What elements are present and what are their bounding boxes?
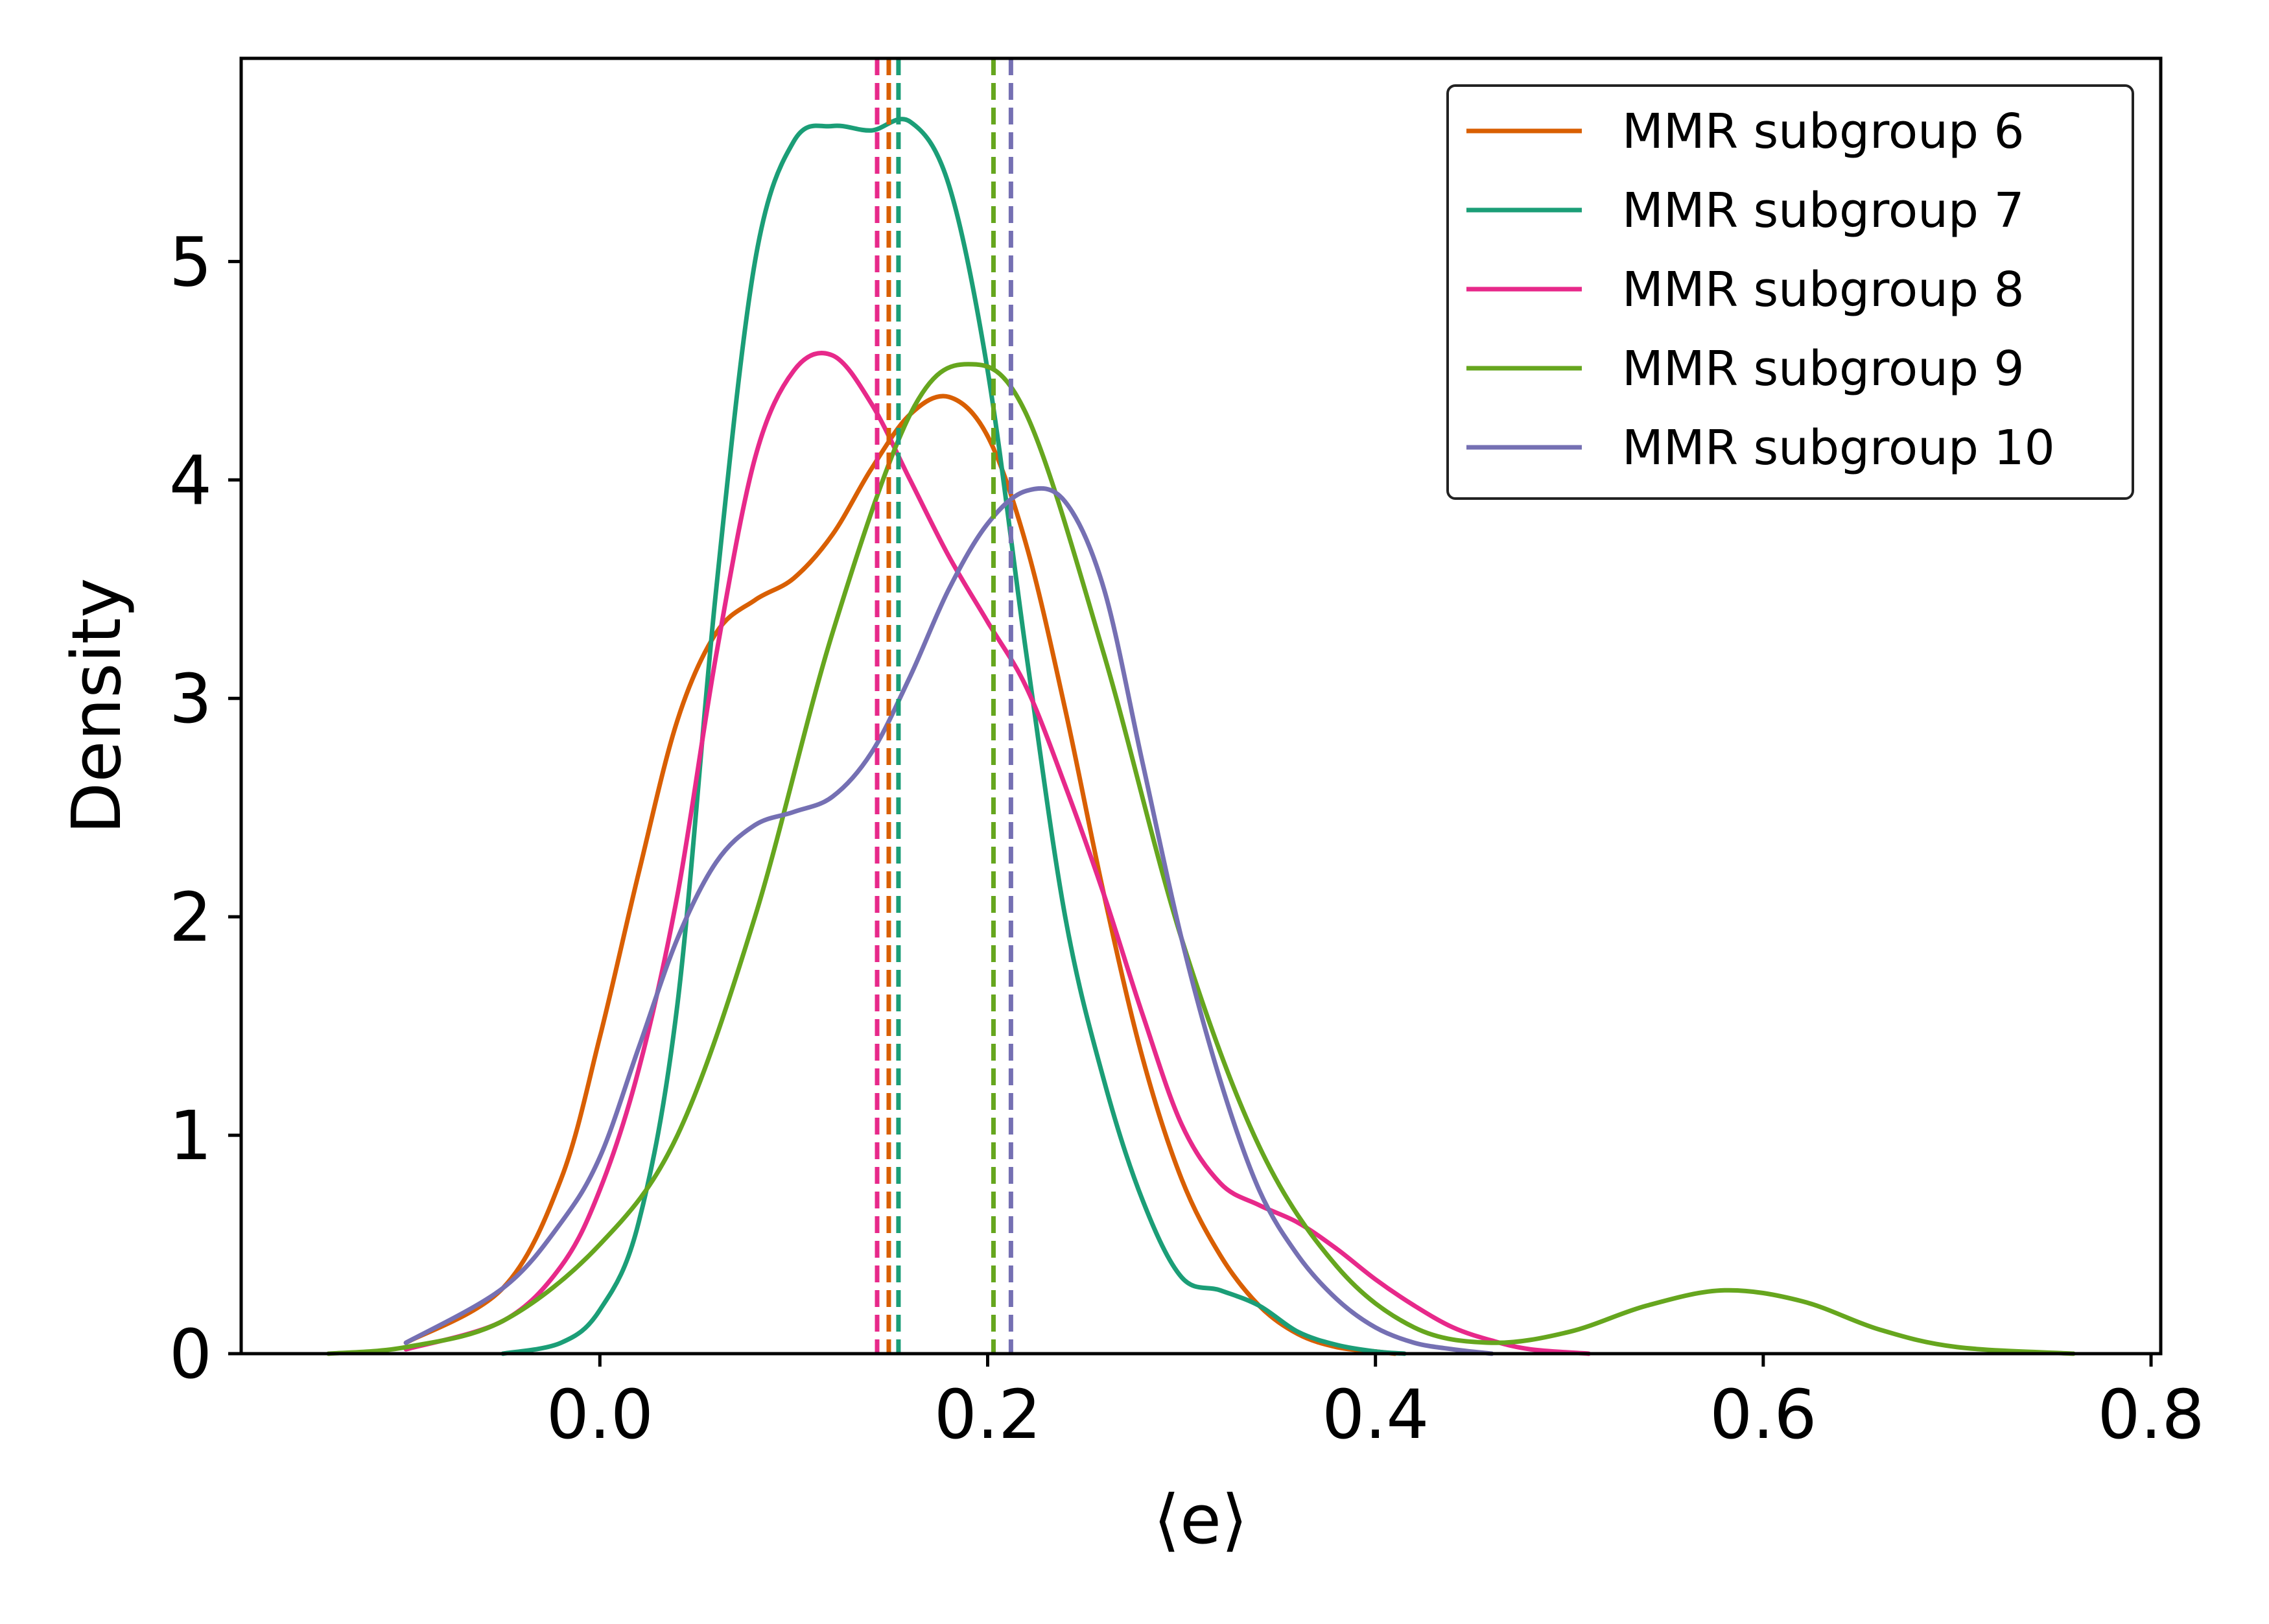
y-tick-label: 0 (169, 1315, 212, 1394)
mean-lines-layer (875, 58, 1013, 1354)
density-curve-mmr-subgroup-9 (326, 362, 2076, 1356)
axes-frame (239, 56, 2163, 1356)
legend-label-mmr-subgroup-7: MMR subgroup 7 (1622, 183, 2025, 239)
plot-area (239, 56, 2163, 1356)
x-tick-label: 0.8 (2097, 1375, 2204, 1454)
y-tick-label: 2 (169, 878, 212, 957)
y-axis-label: Density (57, 578, 136, 834)
legend-label-mmr-subgroup-6: MMR subgroup 6 (1622, 104, 2025, 159)
x-axis-ticks: 0.0 0.2 0.4 0.6 0.8 (547, 1354, 2205, 1454)
x-tick-label: 0.4 (1322, 1375, 1429, 1454)
density-curve-mmr-subgroup-8 (403, 351, 1592, 1356)
density-curve-mmr-subgroup-7 (500, 117, 1407, 1356)
x-tick-label: 0.6 (1710, 1375, 1816, 1454)
x-tick-label: 0.0 (547, 1375, 653, 1454)
legend: MMR subgroup 6 MMR subgroup 7 MMR subgroup… (1446, 84, 2134, 500)
series-layer (326, 117, 2076, 1356)
y-tick-label: 5 (169, 222, 212, 301)
y-tick-label: 3 (169, 659, 212, 738)
x-tick-label: 0.2 (934, 1375, 1041, 1454)
density-curve-mmr-subgroup-6 (403, 394, 1398, 1356)
y-tick-label: 1 (169, 1096, 212, 1175)
legend-label-mmr-subgroup-9: MMR subgroup 9 (1622, 341, 2025, 397)
legend-items: MMR subgroup 6 MMR subgroup 7 MMR subgroup… (1466, 104, 2055, 476)
x-axis-label: ⟨e⟩ (1153, 1480, 1247, 1559)
y-tick-label: 4 (169, 441, 212, 520)
legend-label-mmr-subgroup-10: MMR subgroup 10 (1622, 420, 2055, 476)
density-curve-mmr-subgroup-10 (403, 486, 1494, 1356)
legend-box (1446, 84, 2134, 500)
legend-label-mmr-subgroup-8: MMR subgroup 8 (1622, 262, 2025, 318)
y-axis-ticks: 0 1 2 3 4 5 (169, 222, 241, 1394)
